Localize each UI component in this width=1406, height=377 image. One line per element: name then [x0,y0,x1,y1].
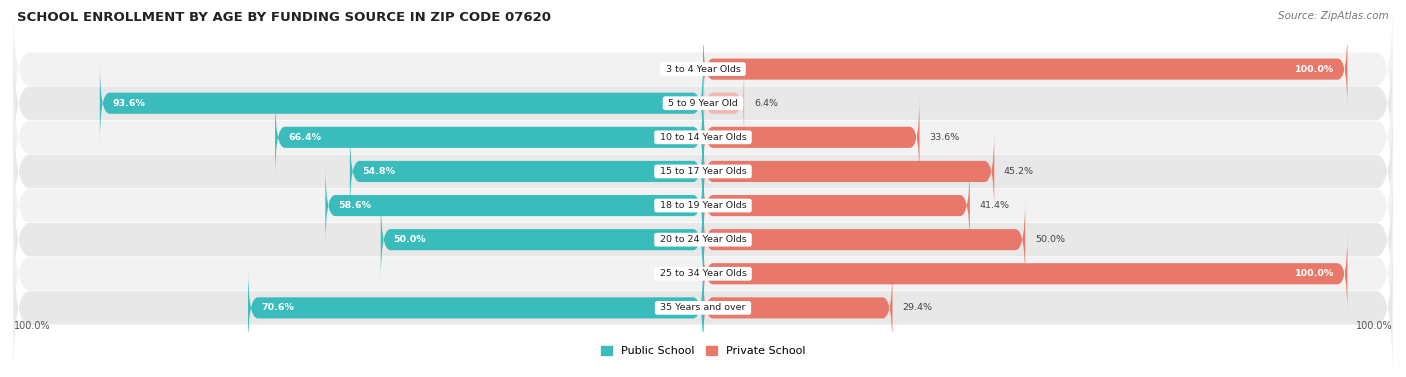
Text: 45.2%: 45.2% [1004,167,1033,176]
Text: 33.6%: 33.6% [929,133,959,142]
Text: 35 Years and over: 35 Years and over [657,303,749,313]
Text: 25 to 34 Year Olds: 25 to 34 Year Olds [657,269,749,278]
Text: 93.6%: 93.6% [112,99,146,108]
Text: 6.4%: 6.4% [754,99,778,108]
FancyBboxPatch shape [350,131,703,212]
FancyBboxPatch shape [14,35,1392,172]
Text: 29.4%: 29.4% [903,303,932,313]
Text: 58.6%: 58.6% [339,201,371,210]
FancyBboxPatch shape [100,63,703,144]
FancyBboxPatch shape [247,267,703,348]
Text: 100.0%: 100.0% [14,321,51,331]
Text: 66.4%: 66.4% [288,133,321,142]
Text: 20 to 24 Year Olds: 20 to 24 Year Olds [657,235,749,244]
Text: SCHOOL ENROLLMENT BY AGE BY FUNDING SOURCE IN ZIP CODE 07620: SCHOOL ENROLLMENT BY AGE BY FUNDING SOUR… [17,11,551,24]
FancyBboxPatch shape [276,97,703,178]
Text: 5 to 9 Year Old: 5 to 9 Year Old [665,99,741,108]
FancyBboxPatch shape [703,199,1025,280]
FancyBboxPatch shape [14,69,1392,206]
FancyBboxPatch shape [14,205,1392,342]
Text: 41.4%: 41.4% [980,201,1010,210]
Text: 100.0%: 100.0% [1355,321,1392,331]
FancyBboxPatch shape [381,199,703,280]
Text: 70.6%: 70.6% [262,303,294,313]
FancyBboxPatch shape [703,97,920,178]
Text: Source: ZipAtlas.com: Source: ZipAtlas.com [1278,11,1389,21]
Text: 18 to 19 Year Olds: 18 to 19 Year Olds [657,201,749,210]
FancyBboxPatch shape [703,29,1347,110]
Text: 100.0%: 100.0% [1295,64,1334,74]
Text: 50.0%: 50.0% [394,235,426,244]
Legend: Public School, Private School: Public School, Private School [596,341,810,360]
FancyBboxPatch shape [14,171,1392,308]
FancyBboxPatch shape [14,239,1392,377]
FancyBboxPatch shape [703,267,893,348]
FancyBboxPatch shape [14,137,1392,274]
FancyBboxPatch shape [703,131,994,212]
FancyBboxPatch shape [703,63,744,144]
FancyBboxPatch shape [325,165,703,246]
Text: 100.0%: 100.0% [1295,269,1334,278]
FancyBboxPatch shape [14,103,1392,240]
Text: 54.8%: 54.8% [363,167,395,176]
Text: 10 to 14 Year Olds: 10 to 14 Year Olds [657,133,749,142]
FancyBboxPatch shape [703,165,970,246]
Text: 3 to 4 Year Olds: 3 to 4 Year Olds [662,64,744,74]
FancyBboxPatch shape [703,233,1347,314]
Text: 15 to 17 Year Olds: 15 to 17 Year Olds [657,167,749,176]
FancyBboxPatch shape [14,0,1392,138]
Text: 50.0%: 50.0% [1035,235,1064,244]
